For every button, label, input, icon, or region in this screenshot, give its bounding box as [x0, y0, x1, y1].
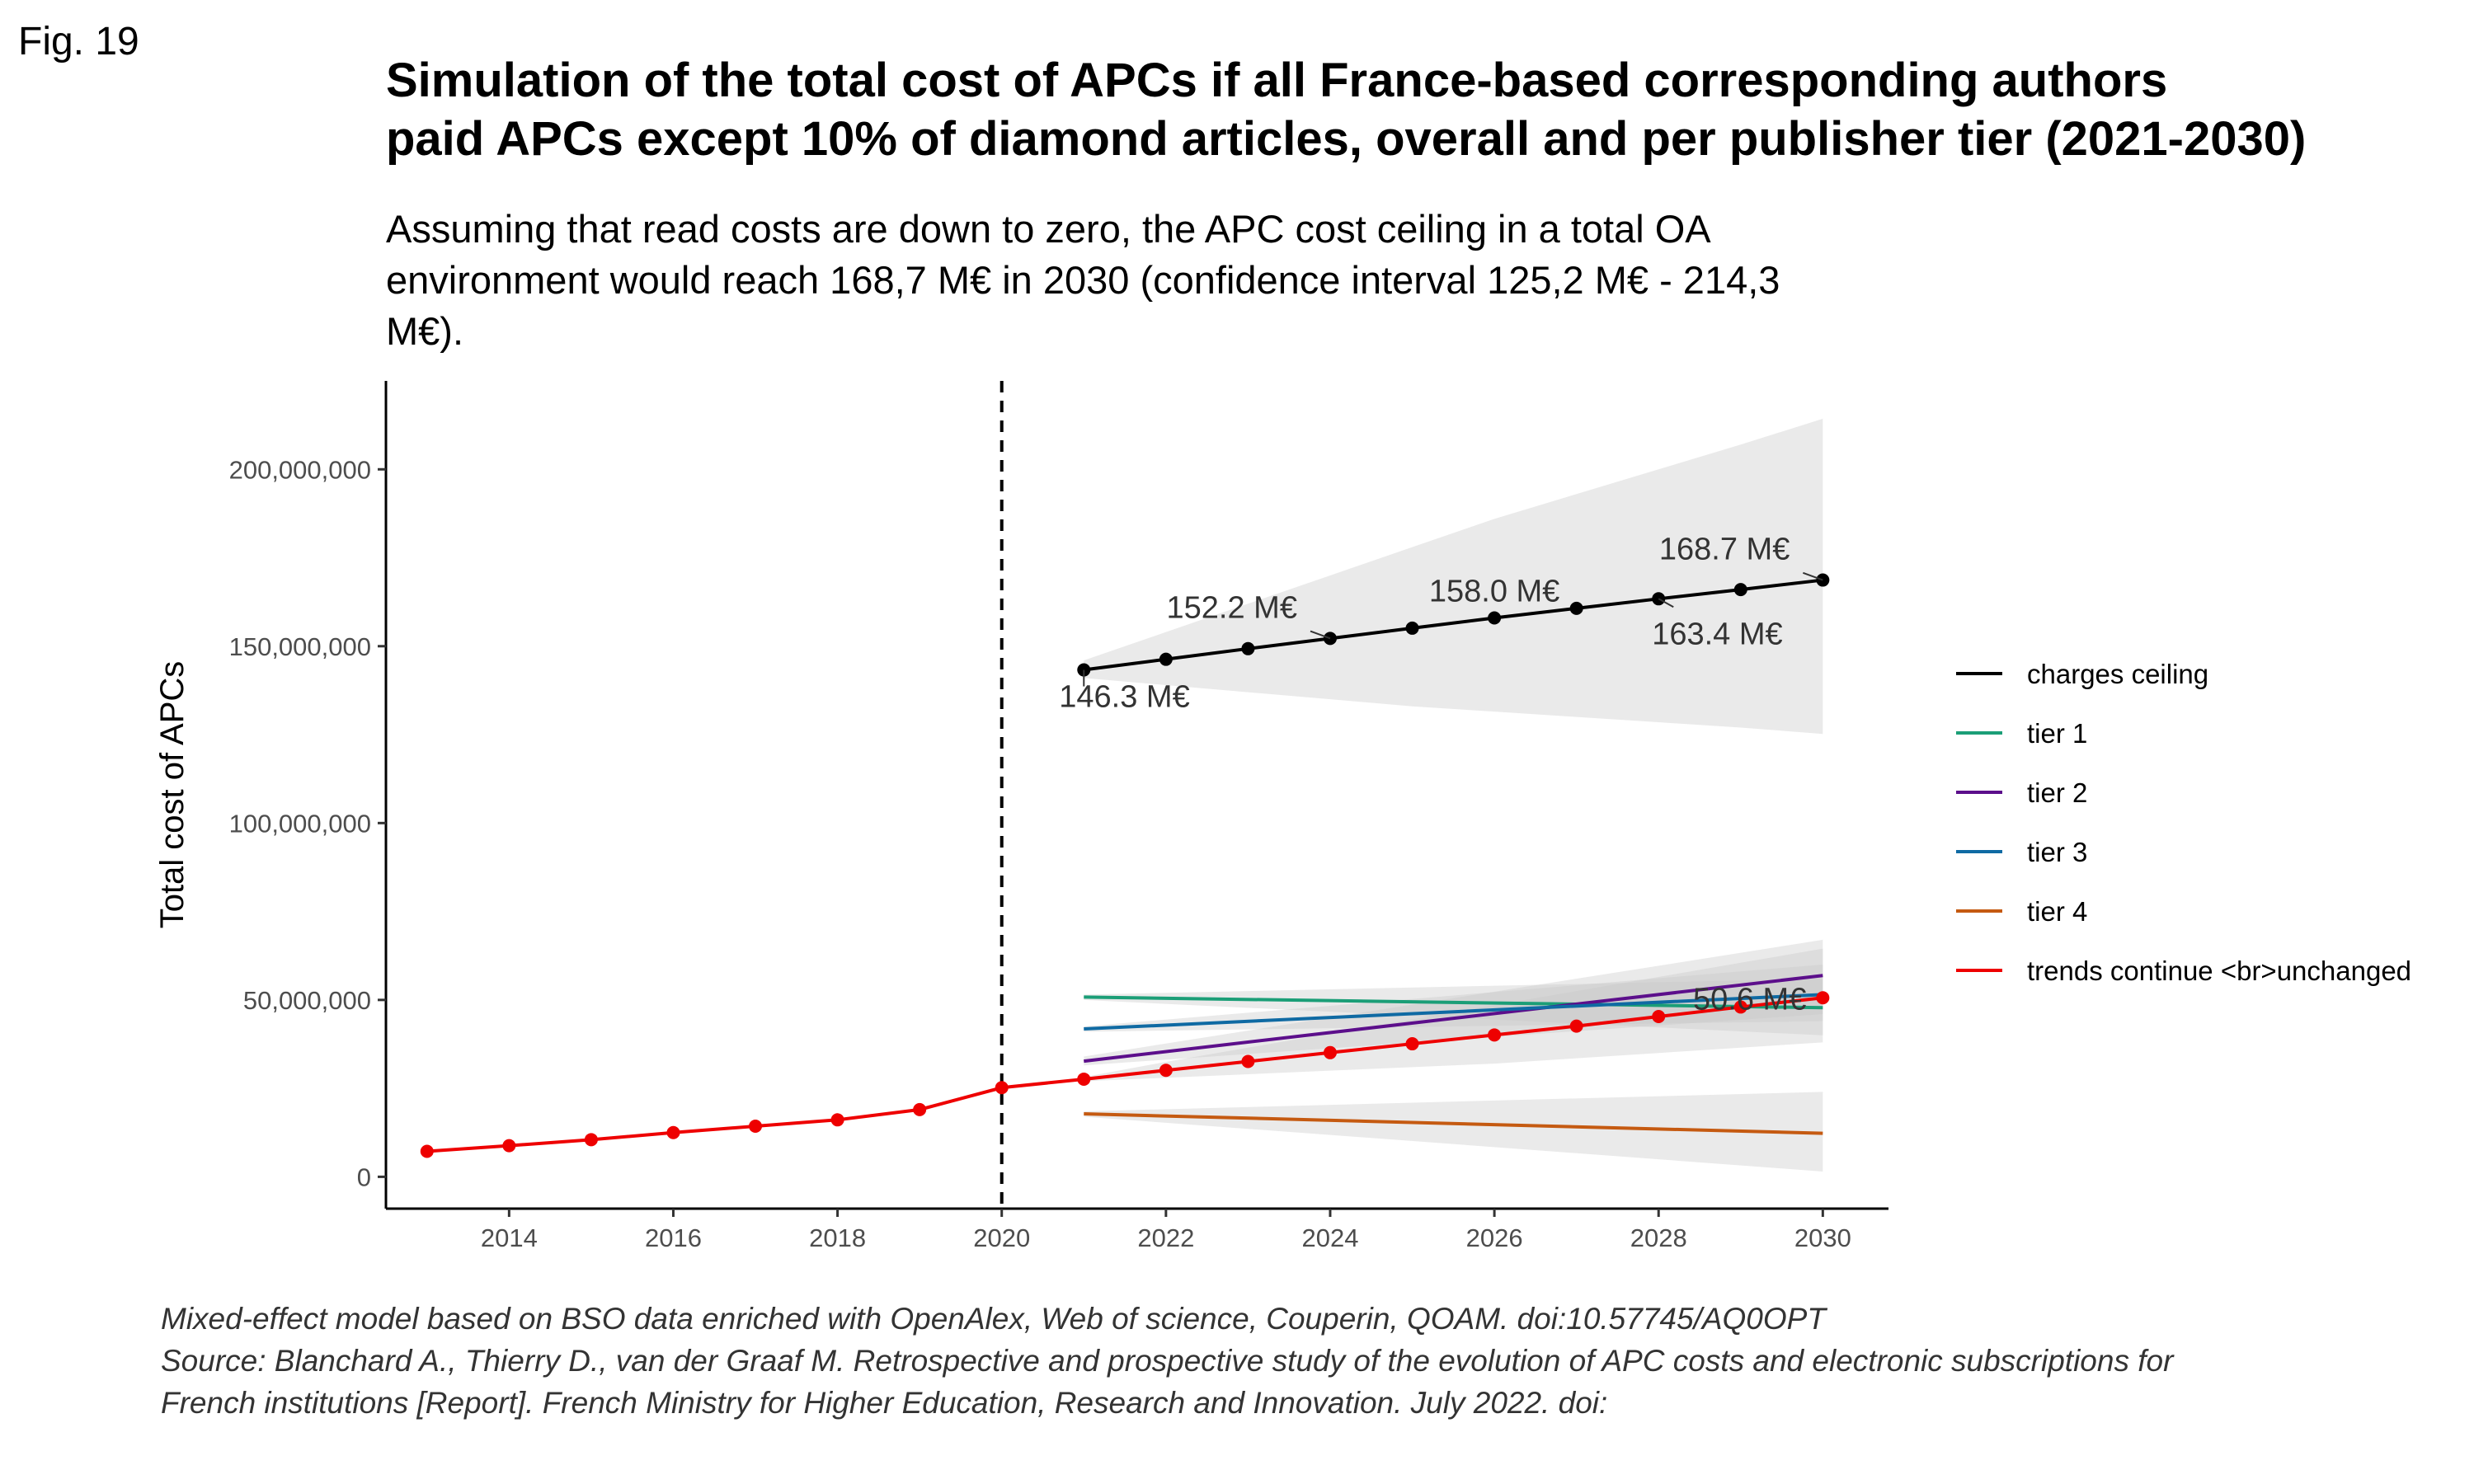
- subtitle-line-3: M€).: [386, 309, 463, 353]
- x-tick-label: 2030: [1794, 1223, 1851, 1252]
- y-tick-label: 200,000,000: [229, 455, 371, 484]
- x-tick-label: 2016: [645, 1223, 702, 1252]
- y-tick-label: 0: [357, 1162, 371, 1191]
- legend: charges ceiling tier 1 tier 2 tier 3 tier 4 t…: [1956, 659, 2411, 986]
- annotation-leader: [1803, 571, 1823, 581]
- point-charges-ceiling: [1159, 652, 1173, 666]
- line-tier-1: [1084, 995, 1823, 1010]
- band-trends-continue-unchanged: [1084, 948, 1823, 1082]
- annotation-label: 146.3 M€: [1059, 680, 1189, 715]
- y-axis-ticks: 0 50,000,000 100,000,000 150,000,000 200,000…: [229, 455, 386, 1191]
- point-trends-continue-unchanged: [502, 1139, 516, 1153]
- point-trends-continue-unchanged: [995, 1081, 1009, 1095]
- point-trends-continue-unchanged: [1652, 1010, 1666, 1024]
- subtitle-line-1: Assuming that read costs are down to zer…: [386, 207, 1711, 251]
- band-tier-1: [1084, 979, 1823, 1036]
- point-trends-continue-unchanged: [1816, 991, 1830, 1005]
- y-tick-label: 150,000,000: [229, 632, 371, 661]
- annotation-label: 152.2 M€: [1167, 590, 1297, 625]
- title-line-1: Simulation of the total cost of APCs if …: [386, 54, 2167, 107]
- annotation-label: 163.4 M€: [1652, 617, 1782, 651]
- legend-label-tier-3: tier 3: [2027, 837, 2087, 867]
- point-trends-continue-unchanged: [749, 1120, 763, 1134]
- point-trends-continue-unchanged: [1733, 1000, 1747, 1014]
- y-axis-label: Total cost of APCs: [154, 661, 190, 929]
- caption: Mixed-effect model based on BSO data enr…: [161, 1302, 2175, 1420]
- x-axis-ticks: 2014 2016 2018 2020 2022 2024 2026 2028 2030: [481, 1209, 1851, 1252]
- x-tick-label: 2020: [973, 1223, 1030, 1252]
- point-charges-ceiling: [1488, 611, 1502, 625]
- subtitle-line-2: environment would reach 168,7 M€ in 2030…: [386, 258, 1780, 302]
- point-trends-continue-unchanged: [1077, 1072, 1091, 1086]
- confidence-bands: [1084, 418, 1823, 1172]
- point-trends-continue-unchanged: [913, 1102, 927, 1116]
- x-tick-label: 2022: [1137, 1223, 1194, 1252]
- legend-label-tier-4: tier 4: [2027, 896, 2087, 927]
- annotation-leader: [1310, 630, 1331, 640]
- point-trends-continue-unchanged: [584, 1133, 598, 1147]
- caption-line-2: Source: Blanchard A., Thierry D., van de…: [161, 1344, 2175, 1378]
- point-charges-ceiling: [1241, 641, 1255, 655]
- annotation-leader: [1658, 598, 1674, 608]
- point-charges-ceiling: [1569, 601, 1583, 615]
- caption-line-1: Mixed-effect model based on BSO data enr…: [161, 1302, 1827, 1336]
- y-tick-label: 100,000,000: [229, 809, 371, 838]
- point-trends-continue-unchanged: [1569, 1019, 1583, 1033]
- legend-label-tier-2: tier 2: [2027, 777, 2087, 808]
- point-trends-continue-unchanged: [1488, 1028, 1502, 1042]
- line-tier-4: [1084, 1112, 1823, 1135]
- line-tier-2: [1084, 974, 1823, 1064]
- line-trends-continue-unchanged: [426, 996, 1823, 1153]
- series-lines: [426, 578, 1823, 1153]
- x-tick-label: 2024: [1301, 1223, 1358, 1252]
- title-line-2: paid APCs except 10% of diamond articles…: [386, 112, 2306, 166]
- point-trends-continue-unchanged: [1405, 1037, 1419, 1051]
- line-tier-3: [1084, 993, 1823, 1031]
- x-tick-label: 2028: [1630, 1223, 1687, 1252]
- point-trends-continue-unchanged: [1159, 1064, 1173, 1078]
- x-tick-label: 2026: [1466, 1223, 1523, 1252]
- chart-subtitle: Assuming that read costs are down to zer…: [386, 207, 1780, 353]
- chart-title: Simulation of the total cost of APCs if …: [386, 54, 2306, 166]
- x-tick-label: 2014: [481, 1223, 538, 1252]
- y-tick-label: 50,000,000: [243, 986, 371, 1015]
- point-charges-ceiling: [1405, 621, 1419, 635]
- axes: [384, 381, 1888, 1210]
- x-tick-label: 2018: [809, 1223, 866, 1252]
- point-charges-ceiling: [1733, 583, 1747, 597]
- figure-label: Fig. 19: [18, 20, 139, 63]
- point-trends-continue-unchanged: [420, 1144, 434, 1158]
- value-annotations: 146.3 M€ 152.2 M€ 158.0 M€ 163.4 M€ 168.7 M€…: [1059, 533, 1823, 1017]
- legend-label-tier-1: tier 1: [2027, 718, 2087, 749]
- point-trends-continue-unchanged: [666, 1125, 680, 1139]
- band-tier-3: [1084, 964, 1823, 1032]
- caption-line-3: French institutions [Report]. French Min…: [161, 1386, 1607, 1420]
- annotation-label: 50.6 M€: [1693, 982, 1806, 1017]
- point-trends-continue-unchanged: [1323, 1045, 1337, 1059]
- legend-label-trends-continue-unchanged: trends continue <br>unchanged: [2027, 956, 2411, 986]
- band-charges-ceiling: [1084, 418, 1823, 735]
- annotation-label: 168.7 M€: [1659, 533, 1790, 567]
- legend-label-charges-ceiling: charges ceiling: [2027, 659, 2208, 689]
- band-tier-4: [1084, 1092, 1823, 1172]
- point-trends-continue-unchanged: [1241, 1054, 1255, 1068]
- annotation-label: 158.0 M€: [1429, 574, 1559, 608]
- point-trends-continue-unchanged: [830, 1113, 844, 1127]
- line-charges-ceiling: [1084, 578, 1823, 672]
